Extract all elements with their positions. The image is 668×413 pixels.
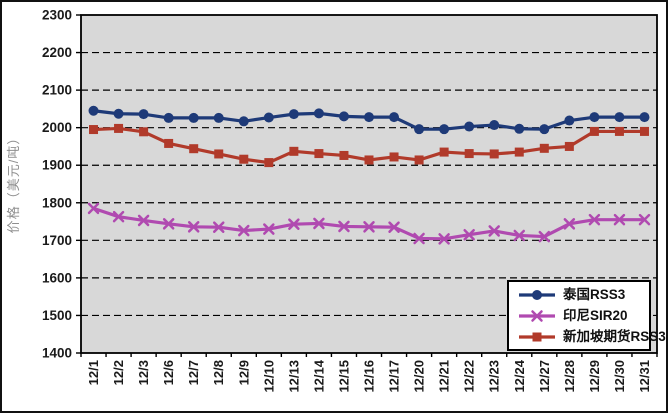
legend-label: 新加坡期货RSS3 [563, 328, 666, 344]
svg-text:12/9: 12/9 [236, 360, 251, 385]
svg-text:2300: 2300 [42, 8, 72, 23]
svg-text:12/31: 12/31 [637, 360, 652, 393]
series-0 [88, 105, 650, 135]
svg-text:12/8: 12/8 [211, 360, 226, 385]
legend: 泰国RSS3 印尼SIR20 新加坡期货RSS3 [507, 280, 666, 351]
svg-text:12/28: 12/28 [562, 360, 577, 393]
svg-text:12/23: 12/23 [487, 360, 502, 393]
svg-text:12/6: 12/6 [161, 360, 176, 385]
svg-text:12/20: 12/20 [412, 360, 427, 393]
svg-text:1600: 1600 [42, 270, 72, 285]
svg-text:12/3: 12/3 [136, 360, 151, 385]
legend-label: 印尼SIR20 [563, 307, 628, 323]
svg-text:1500: 1500 [42, 308, 72, 323]
svg-text:2200: 2200 [42, 45, 72, 60]
svg-text:2000: 2000 [42, 120, 72, 135]
svg-text:1700: 1700 [42, 233, 72, 248]
square-marker-icon [519, 332, 555, 341]
plot-border [80, 14, 658, 354]
svg-text:12/15: 12/15 [336, 360, 351, 393]
gridlines [81, 51, 657, 317]
svg-text:12/2: 12/2 [111, 360, 126, 385]
svg-text:12/14: 12/14 [311, 359, 326, 392]
svg-text:2100: 2100 [42, 83, 72, 98]
legend-item-thailand-rss3: 泰国RSS3 [517, 285, 645, 305]
svg-text:12/1: 12/1 [86, 360, 101, 385]
svg-text:1900: 1900 [42, 158, 72, 173]
svg-text:12/16: 12/16 [362, 360, 377, 393]
svg-text:12/30: 12/30 [612, 360, 627, 393]
svg-text:12/24: 12/24 [512, 359, 527, 392]
series-2 [89, 123, 649, 168]
svg-text:12/22: 12/22 [462, 360, 477, 393]
x-marker-icon [519, 309, 555, 322]
circle-marker-icon [519, 289, 555, 300]
series-1 [87, 202, 651, 245]
legend-item-singapore-futures-rss3: 新加坡期货RSS3 [517, 327, 666, 347]
svg-text:12/7: 12/7 [186, 360, 201, 385]
svg-text:12/21: 12/21 [437, 360, 452, 393]
svg-text:1800: 1800 [42, 195, 72, 210]
legend-item-indonesia-sir20: 印尼SIR20 [517, 306, 645, 326]
x-axis-labels: 12/1 12/2 12/3 12/6 12/7 12/8 12/9 12/10 12/13 12… [86, 359, 652, 392]
svg-text:12/27: 12/27 [537, 360, 552, 393]
svg-text:12/13: 12/13 [286, 360, 301, 393]
svg-text:12/10: 12/10 [261, 360, 276, 393]
y-axis-labels: 2300 2200 2100 2000 1900 1800 1700 1600 1500 1400 [42, 8, 81, 361]
svg-text:12/29: 12/29 [587, 360, 602, 393]
svg-text:12/17: 12/17 [387, 360, 402, 393]
svg-text:1400: 1400 [42, 346, 72, 361]
legend-label: 泰国RSS3 [563, 286, 626, 302]
